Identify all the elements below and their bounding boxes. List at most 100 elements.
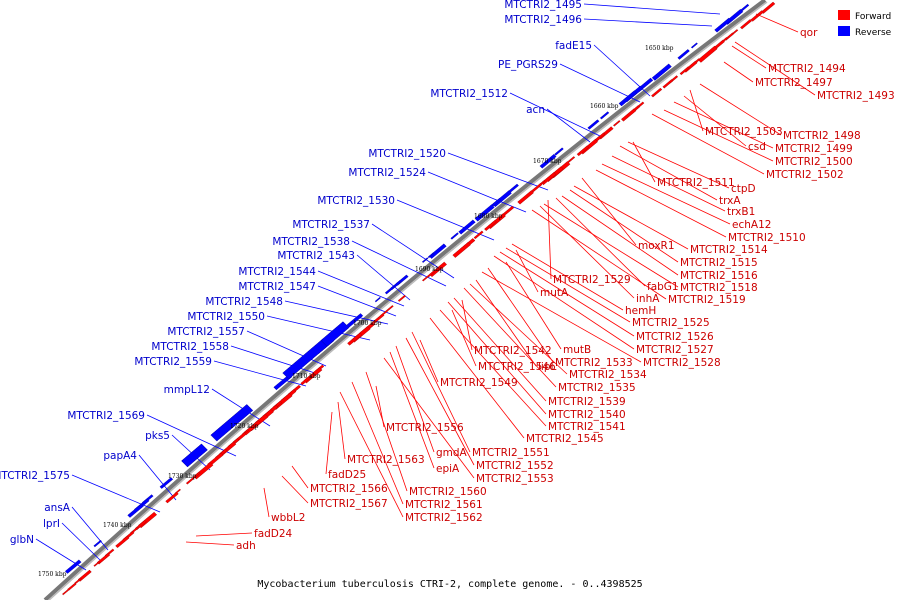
reverse-label-mtctri2-1575: MTCTRI2_1575: [0, 470, 70, 482]
reverse-gene-feature: [428, 243, 447, 259]
reverse-gene-feature: [320, 321, 350, 347]
forward-gene-feature: [679, 66, 690, 76]
label-connector: [35, 538, 87, 571]
label-connector: [325, 411, 333, 475]
label-connector: [673, 101, 774, 149]
reverse-label-mtctri2-1559: MTCTRI2_1559: [134, 356, 212, 368]
forward-label-mutb: mutB: [563, 344, 591, 356]
reverse-gene-feature: [93, 539, 102, 548]
forward-gene-feature: [422, 275, 429, 282]
reverse-label-mtctri2-1496: MTCTRI2_1496: [504, 14, 582, 26]
reverse-label-mtctri2-1569: MTCTRI2_1569: [67, 410, 145, 422]
reverse-gene-feature: [651, 63, 672, 81]
reverse-label-papa4: papA4: [103, 450, 137, 462]
reverse-label-mtctri2-1530: MTCTRI2_1530: [317, 195, 395, 207]
forward-label-mtctri2-1556: MTCTRI2_1556: [386, 422, 464, 434]
label-connector: [429, 317, 525, 439]
forward-label-mtctri2-1535: MTCTRI2_1535: [558, 382, 636, 394]
label-connector: [555, 197, 646, 287]
reverse-gene-feature: [539, 154, 557, 169]
label-connectors: [35, 3, 816, 571]
label-connector: [499, 251, 635, 337]
label-connector: [561, 195, 679, 276]
label-connector: [559, 63, 641, 103]
legend: Forward Reverse: [838, 10, 892, 38]
reverse-gene-feature: [450, 232, 459, 240]
forward-gene-feature: [541, 172, 557, 186]
legend-forward-label: Forward: [855, 12, 891, 22]
label-connector: [405, 337, 475, 466]
label-connector: [447, 152, 549, 191]
label-connector: [461, 299, 473, 351]
forward-gene-feature: [613, 120, 621, 127]
forward-label-hemh: hemH: [625, 305, 656, 317]
gene-features: [62, 1, 776, 596]
forward-label-fabg1: fabG1: [647, 281, 679, 293]
tick-label: 1700 kbp: [353, 320, 382, 327]
forward-gene-feature: [397, 294, 406, 302]
reverse-label-mtctri2-1550: MTCTRI2_1550: [187, 311, 265, 323]
reverse-label-mtctri2-1548: MTCTRI2_1548: [205, 296, 283, 308]
forward-gene-feature: [347, 332, 363, 346]
label-connector: [317, 285, 397, 317]
tick-label: 1650 kbp: [645, 45, 674, 52]
forward-label-mtctri2-1553: MTCTRI2_1553: [476, 473, 554, 485]
forward-label-mtctri2-1549: MTCTRI2_1549: [440, 377, 518, 389]
forward-label-mtctri2-1502: MTCTRI2_1502: [766, 169, 844, 181]
reverse-label-mtctri2-1495: MTCTRI2_1495: [504, 0, 582, 11]
tick-label: 1720 kbp: [230, 423, 259, 430]
reverse-gene-feature: [599, 111, 610, 120]
label-connector: [619, 145, 718, 201]
forward-label-mtctri2-1552: MTCTRI2_1552: [476, 460, 554, 472]
reverse-label-fade15: fadE15: [555, 40, 592, 52]
label-connector: [493, 255, 635, 350]
label-connector: [731, 45, 767, 69]
forward-label-mtctri2-1527: MTCTRI2_1527: [636, 344, 714, 356]
forward-label-mtctri2-1511: MTCTRI2_1511: [657, 177, 735, 189]
forward-label-mtctri2-1534: MTCTRI2_1534: [569, 369, 647, 381]
label-connector: [531, 209, 667, 300]
forward-gene-feature: [300, 374, 313, 386]
label-connector: [263, 487, 270, 518]
label-connector: [723, 61, 754, 83]
forward-label-mtctri2-1525: MTCTRI2_1525: [632, 317, 710, 329]
forward-label-qor: qor: [800, 27, 818, 39]
map-caption: Mycobacterium tuberculosis CTRI-2, compl…: [257, 579, 642, 590]
forward-label-mtctri2-1562: MTCTRI2_1562: [405, 512, 483, 524]
reverse-gene-feature: [474, 204, 495, 222]
label-connector: [351, 240, 447, 287]
forward-gene-feature: [576, 145, 590, 157]
forward-label-trxb1: trxB1: [727, 206, 755, 218]
label-connector: [734, 41, 816, 96]
reverse-gene-feature: [159, 477, 174, 489]
label-connector: [539, 205, 635, 299]
reverse-label-mtctri2-1558: MTCTRI2_1558: [151, 341, 229, 353]
reverse-label-mtctri2-1557: MTCTRI2_1557: [167, 326, 245, 338]
forward-label-fadd24: fadD24: [254, 528, 293, 540]
reverse-gene-feature: [714, 17, 732, 33]
legend-reverse-label: Reverse: [855, 28, 892, 38]
forward-label-mtctri2-1540: MTCTRI2_1540: [548, 409, 626, 421]
forward-gene-feature: [697, 45, 718, 63]
forward-gene-feature: [740, 19, 753, 30]
label-connector: [469, 283, 568, 375]
label-connector: [195, 532, 253, 537]
forward-label-mtctri2-1498: MTCTRI2_1498: [783, 130, 861, 142]
reverse-label-mtctri2-1544: MTCTRI2_1544: [238, 266, 316, 278]
reverse-gene-feature: [421, 257, 429, 263]
forward-label-mtctri2-1518: MTCTRI2_1518: [680, 282, 758, 294]
forward-label-mtctri2-1499: MTCTRI2_1499: [775, 143, 853, 155]
label-connector: [266, 315, 371, 341]
label-connector: [71, 474, 161, 513]
forward-label-mtctri2-1533: MTCTRI2_1533: [555, 357, 633, 369]
label-connector: [71, 506, 109, 551]
label-connector: [511, 243, 624, 311]
reverse-gene-feature: [618, 90, 638, 107]
forward-label-inha: inhA: [636, 293, 660, 305]
reverse-gene-feature: [273, 373, 293, 391]
forward-gene-feature: [452, 242, 471, 258]
label-connector: [427, 171, 527, 213]
label-connector: [284, 300, 389, 325]
legend-forward-swatch: [838, 10, 850, 20]
